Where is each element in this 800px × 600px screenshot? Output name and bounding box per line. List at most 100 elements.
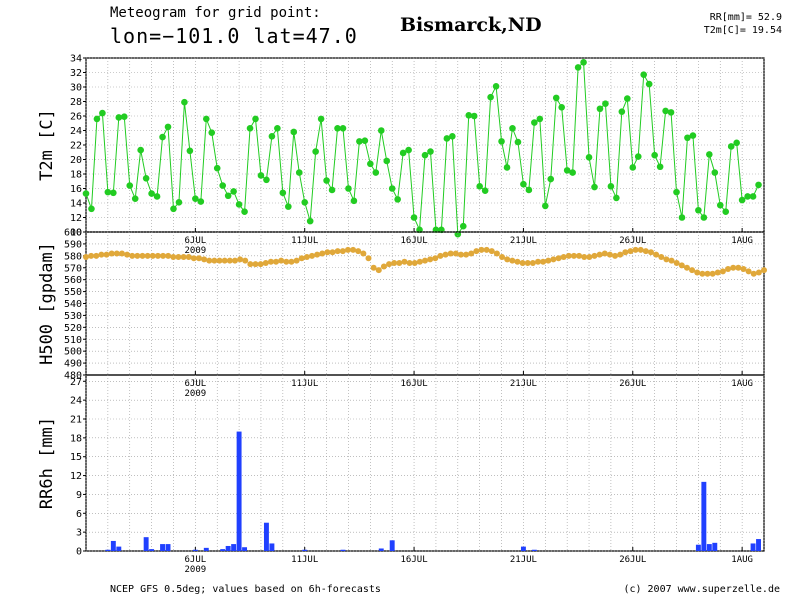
geopotential-point (673, 259, 680, 266)
geopotential-point (406, 259, 413, 266)
temperature-point (492, 82, 500, 90)
temperature-point (662, 107, 669, 115)
temperature-point (295, 169, 303, 176)
temperature-point (706, 151, 713, 158)
geopotential-point (483, 246, 490, 253)
geopotential-point (653, 251, 660, 258)
geopotential-point (206, 257, 213, 264)
geopotential-point (416, 258, 423, 265)
geopotential-point (535, 258, 541, 265)
temperature-point (602, 100, 609, 107)
geopotential-point (473, 248, 480, 255)
temperature-point (744, 193, 751, 200)
temperature-point (372, 169, 380, 176)
geopotential-point (622, 249, 629, 256)
geopotential-point (499, 254, 506, 261)
geopotential-panel: 4804905005105205305405505605705805906006… (37, 228, 767, 399)
precipitation-bar (695, 544, 701, 551)
y-tick-label: 10 (70, 228, 82, 239)
x-tick-label: 11JUL (291, 555, 318, 565)
geopotential-point (627, 248, 634, 255)
precipitation-bar (706, 544, 712, 551)
geopotential-point (309, 252, 315, 259)
temperature-point (569, 169, 576, 176)
y-tick-label: 540 (64, 299, 82, 310)
geopotential-point (190, 255, 197, 262)
y-tick-label: 12 (70, 213, 82, 224)
temperature-point (115, 114, 123, 121)
y-tick-label: 550 (64, 287, 82, 298)
geopotential-point (447, 250, 454, 257)
geopotential-point (565, 252, 572, 259)
temperature-point (356, 138, 363, 145)
precipitation-axis-title: RR6h [mm] (37, 417, 57, 509)
geopotential-point (658, 254, 665, 261)
temperature-point (727, 143, 735, 150)
temperature-point (153, 193, 161, 200)
geopotential-point (139, 252, 146, 259)
precipitation-bar (378, 548, 384, 551)
temperature-point (126, 182, 134, 189)
geopotential-point (319, 250, 326, 257)
precipitation-bar (340, 549, 346, 551)
geopotential-point (375, 267, 382, 274)
temperature-point (487, 93, 494, 101)
geopotential-point (540, 258, 547, 265)
geopotential-point (514, 258, 521, 265)
temperature-point (503, 164, 511, 171)
temperature-point (470, 112, 478, 120)
temperature-point (536, 115, 544, 123)
geopotential-point (396, 259, 403, 266)
temperature-point (509, 125, 516, 132)
x-tick-label: 26JUL (619, 555, 646, 565)
geopotential-point (488, 248, 495, 255)
geopotential-point (411, 259, 418, 266)
geopotential-point (663, 256, 670, 263)
temperature-point (656, 163, 664, 171)
temperature-point (465, 111, 473, 119)
geopotential-point (442, 251, 449, 258)
geopotential-point (714, 269, 721, 276)
temperature-point (137, 146, 144, 154)
geopotential-point (175, 254, 182, 261)
geopotential-point (725, 265, 732, 272)
meteogram-label: Meteogram for grid point: (110, 5, 321, 21)
geopotential-point (704, 270, 711, 277)
geopotential-point (88, 252, 95, 259)
geopotential-point (422, 257, 428, 264)
temperature-point (514, 138, 522, 146)
geopotential-point (185, 254, 192, 261)
temperature-point (99, 109, 106, 117)
y-tick-label: 24 (70, 126, 82, 137)
geopotential-point (324, 249, 331, 256)
geopotential-point (339, 248, 346, 255)
precipitation-bar (225, 545, 231, 551)
temperature-point (334, 125, 341, 132)
y-tick-label: 500 (64, 347, 82, 358)
precipitation-bar (220, 549, 226, 551)
geopotential-point (560, 254, 567, 261)
geopotential-point (586, 254, 593, 261)
geopotential-point (391, 259, 398, 266)
temperature-point (164, 123, 172, 131)
geopotential-point (273, 258, 280, 265)
geopotential-point (221, 257, 228, 264)
temperature-point (695, 206, 702, 214)
geopotential-point (612, 252, 619, 259)
temperature-point (755, 181, 762, 189)
temperature-point (241, 208, 248, 215)
geopotential-point (596, 251, 603, 258)
geopotential-point (293, 257, 300, 264)
precipitation-bar (756, 539, 761, 551)
geopotential-point (386, 261, 393, 268)
geopotential-point (170, 254, 177, 261)
geopotential-point (211, 257, 218, 264)
temperature-point (525, 186, 533, 194)
precipitation-bar (389, 540, 395, 551)
geopotential-point (740, 265, 747, 272)
geopotential-point (257, 261, 264, 268)
temperature-point (192, 195, 199, 202)
geopotential-point (463, 251, 470, 258)
geopotential-point (745, 268, 752, 275)
temperature-point (645, 80, 653, 88)
